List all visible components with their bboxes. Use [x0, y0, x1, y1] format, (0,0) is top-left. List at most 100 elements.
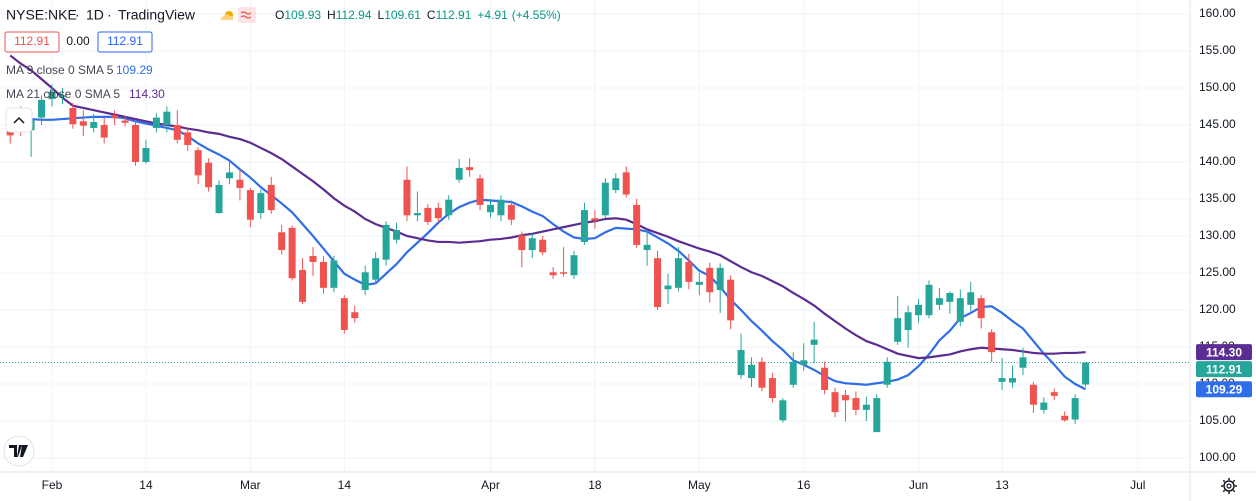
candle-body: [486, 204, 494, 213]
ohlc: O 109.93 H 112.94 L 109.61 C 112.91 +4.91 (+4.55%…: [275, 8, 561, 22]
y-tick-label: 145.00: [1199, 117, 1236, 131]
candle-body: [821, 367, 829, 390]
price-tags: 114.30 112.91 109.29: [1196, 344, 1252, 398]
candle-body: [664, 285, 672, 290]
ohlc-letter: C: [427, 8, 436, 22]
ohlc-change: +4.91: [477, 8, 508, 22]
candle-body: [257, 193, 265, 214]
candle-body: [48, 91, 56, 100]
x-tick-label: Feb: [42, 478, 63, 492]
settings-icon[interactable]: [1221, 478, 1237, 494]
candle-body: [445, 199, 453, 216]
candle-body: [800, 360, 808, 365]
candle-body: [570, 255, 578, 276]
candle-body: [706, 267, 714, 293]
candle-body: [539, 239, 547, 253]
candle-body: [466, 167, 474, 171]
data-icon[interactable]: [238, 7, 256, 23]
candle-body: [1029, 384, 1037, 405]
candle-body: [58, 95, 66, 97]
candle-body: [424, 207, 432, 222]
candle-body: [1071, 398, 1079, 420]
candle-body: [789, 361, 797, 385]
candle-body: [925, 284, 933, 316]
price-tag-label: 114.30: [1206, 345, 1242, 359]
ma-line: [9, 54, 1086, 360]
price-tag: [1196, 361, 1252, 378]
ohlc-letter: O: [275, 8, 284, 22]
candle-body: [894, 318, 902, 342]
x-tick-label: Mar: [240, 478, 261, 492]
candle-body: [946, 292, 954, 302]
candle-body: [111, 115, 119, 119]
candle-body: [1082, 362, 1090, 385]
ask-box[interactable]: [97, 31, 153, 53]
y-tick-label: 105.00: [1199, 413, 1236, 427]
y-tick-label: 130.00: [1199, 228, 1236, 242]
candle-body: [591, 218, 599, 221]
candle-body: [1061, 415, 1069, 421]
candle-body: [476, 178, 484, 205]
x-tick-label: 18: [588, 478, 602, 492]
candle-body: [779, 400, 787, 421]
candles: [6, 84, 1090, 433]
legend: NYSE:NKE · 1D · TradingView O 109.93 H 112.…: [4, 7, 561, 133]
interval: 1D: [86, 7, 104, 23]
candle-body: [372, 258, 380, 280]
candle-body: [69, 107, 77, 125]
candle-body: [173, 124, 181, 140]
candle-body: [236, 179, 244, 188]
price-tag: [1196, 344, 1252, 361]
candle-body: [748, 364, 756, 379]
tv-logo[interactable]: [3, 435, 35, 467]
candle-body: [674, 258, 682, 288]
candle-body: [382, 224, 390, 260]
ma-legend: MA 9 close 0 SMA 5: [6, 63, 114, 77]
candle-body: [810, 339, 818, 345]
price-tag: [1196, 381, 1252, 398]
bid-box[interactable]: [4, 31, 60, 53]
candle-body: [330, 260, 338, 288]
candle-body: [716, 267, 724, 291]
candle-body: [956, 298, 964, 322]
price-tag-label: 109.29: [1206, 382, 1243, 396]
separator: ·: [75, 7, 80, 23]
candle-body: [152, 117, 160, 128]
candle-body: [267, 184, 275, 211]
candle-body: [727, 279, 735, 321]
ohlc-letter: L: [378, 8, 385, 22]
x-tick-label: Apr: [481, 478, 500, 492]
x-tick-label: 14: [139, 478, 153, 492]
candle-body: [413, 213, 421, 216]
candle-body: [852, 398, 860, 410]
ma-legend: MA 21 close 0 SMA 5: [6, 87, 120, 101]
x-tick-label: 16: [797, 478, 811, 492]
candle-body: [351, 312, 359, 319]
candle-body: [38, 99, 46, 118]
candle-body: [580, 210, 588, 242]
candle-body: [246, 190, 254, 220]
market-icon: [220, 11, 234, 20]
ohlc-value: 112.94: [336, 8, 372, 22]
candle-body: [873, 398, 881, 433]
candle-body: [904, 312, 912, 330]
candle-body: [434, 207, 442, 219]
candle-body: [309, 255, 317, 262]
y-tick-label: 140.00: [1199, 154, 1236, 168]
grid: [0, 0, 1190, 472]
y-tick-label: 125.00: [1199, 265, 1236, 279]
ohlc-value: 109.93: [284, 8, 321, 22]
candle-body: [507, 204, 515, 220]
candle-body: [622, 172, 630, 195]
candle-body: [654, 258, 662, 308]
candle-body: [1050, 392, 1058, 396]
candle-body: [90, 122, 98, 128]
candle-body: [601, 182, 609, 216]
collapse-button[interactable]: [5, 107, 33, 133]
candle-body: [831, 392, 839, 413]
candle-body: [142, 147, 150, 162]
candle-body: [549, 272, 557, 276]
ohlc-letter: H: [327, 8, 336, 22]
candle-body: [998, 378, 1006, 382]
